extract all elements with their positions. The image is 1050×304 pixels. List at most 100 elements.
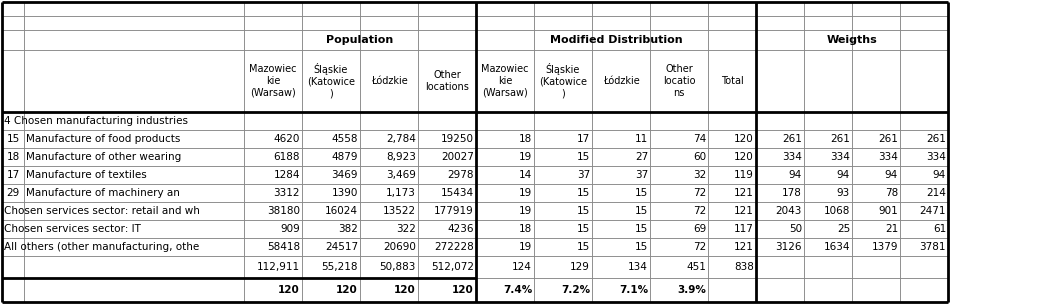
Bar <box>302 184 360 202</box>
Bar <box>650 148 708 166</box>
Text: 78: 78 <box>885 188 898 198</box>
Bar <box>302 130 360 148</box>
Text: 7.4%: 7.4% <box>503 285 532 295</box>
Bar <box>650 278 708 302</box>
Bar <box>244 202 302 220</box>
Bar <box>418 220 476 238</box>
Bar <box>804 112 852 130</box>
Text: 16024: 16024 <box>326 206 358 216</box>
Text: 94: 94 <box>837 170 850 180</box>
Bar <box>900 130 948 148</box>
Bar <box>708 184 756 202</box>
Text: 4879: 4879 <box>332 152 358 162</box>
Bar <box>244 238 302 256</box>
Text: 120: 120 <box>278 285 300 295</box>
Bar <box>756 238 804 256</box>
Text: Modified Distribution: Modified Distribution <box>550 35 682 45</box>
Text: 21: 21 <box>885 224 898 234</box>
Bar <box>900 238 948 256</box>
Bar <box>852 256 900 278</box>
Bar <box>24 30 244 50</box>
Text: Manufacture of other wearing: Manufacture of other wearing <box>26 152 182 162</box>
Bar <box>900 2 948 16</box>
Bar <box>592 50 650 112</box>
Bar <box>2 112 24 130</box>
Bar <box>900 112 948 130</box>
Text: 50: 50 <box>789 224 802 234</box>
Text: 261: 261 <box>926 134 946 144</box>
Bar <box>360 166 418 184</box>
Text: 27: 27 <box>635 152 648 162</box>
Text: 7.1%: 7.1% <box>618 285 648 295</box>
Text: 117: 117 <box>734 224 754 234</box>
Text: 120: 120 <box>734 134 754 144</box>
Text: 19: 19 <box>519 152 532 162</box>
Bar <box>708 16 756 30</box>
Bar <box>804 202 852 220</box>
Text: 15: 15 <box>635 224 648 234</box>
Text: 94: 94 <box>789 170 802 180</box>
Bar <box>756 148 804 166</box>
Bar <box>900 30 948 50</box>
Text: 19250: 19250 <box>441 134 474 144</box>
Text: 2043: 2043 <box>776 206 802 216</box>
Bar <box>476 16 534 30</box>
Text: 25: 25 <box>837 224 850 234</box>
Text: 19: 19 <box>519 206 532 216</box>
Text: 72: 72 <box>693 188 706 198</box>
Bar <box>302 202 360 220</box>
Bar <box>24 256 244 278</box>
Bar <box>852 50 900 112</box>
Bar <box>360 184 418 202</box>
Text: 38180: 38180 <box>267 206 300 216</box>
Bar <box>418 148 476 166</box>
Text: Mazowiec
kie
(Warsaw): Mazowiec kie (Warsaw) <box>249 64 297 98</box>
Bar <box>900 166 948 184</box>
Text: 2978: 2978 <box>447 170 474 180</box>
Text: 112,911: 112,911 <box>257 262 300 272</box>
Bar <box>756 256 804 278</box>
Bar <box>804 238 852 256</box>
Text: 512,072: 512,072 <box>430 262 474 272</box>
Text: 3,469: 3,469 <box>386 170 416 180</box>
Text: 93: 93 <box>837 188 850 198</box>
Text: 17: 17 <box>576 134 590 144</box>
Bar <box>2 278 24 302</box>
Bar <box>302 278 360 302</box>
Text: 177919: 177919 <box>435 206 474 216</box>
Text: 20027: 20027 <box>441 152 474 162</box>
Bar <box>360 30 418 50</box>
Bar <box>2 30 24 50</box>
Text: 121: 121 <box>734 188 754 198</box>
Bar <box>2 130 24 148</box>
Bar <box>534 2 592 16</box>
Bar <box>650 184 708 202</box>
Bar <box>360 112 418 130</box>
Bar <box>650 2 708 16</box>
Bar <box>476 30 534 50</box>
Bar <box>2 184 24 202</box>
Bar <box>2 16 24 30</box>
Text: Weigths: Weigths <box>826 35 878 45</box>
Bar <box>302 16 360 30</box>
Bar <box>804 256 852 278</box>
Bar <box>852 148 900 166</box>
Bar <box>476 256 534 278</box>
Text: 451: 451 <box>686 262 706 272</box>
Text: 18: 18 <box>519 224 532 234</box>
Text: 19: 19 <box>519 242 532 252</box>
Bar <box>302 256 360 278</box>
Bar <box>756 16 804 30</box>
Text: 120: 120 <box>734 152 754 162</box>
Bar <box>2 2 24 16</box>
Bar <box>852 238 900 256</box>
Bar <box>476 238 534 256</box>
Text: 334: 334 <box>926 152 946 162</box>
Bar <box>360 16 418 30</box>
Bar <box>244 278 302 302</box>
Bar <box>24 166 244 184</box>
Bar <box>534 256 592 278</box>
Bar <box>900 256 948 278</box>
Text: 61: 61 <box>932 224 946 234</box>
Text: 4236: 4236 <box>447 224 474 234</box>
